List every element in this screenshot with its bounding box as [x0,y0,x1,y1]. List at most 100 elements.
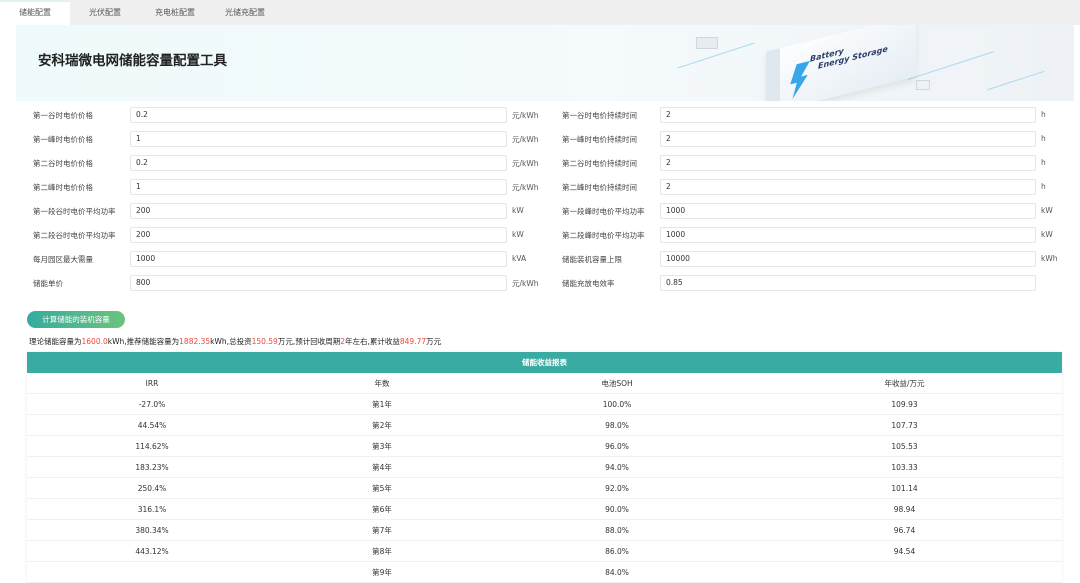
table-cell: 94.0% [605,463,629,472]
field-label: 第一峰时电价持续时间 [562,135,637,144]
field-label: 第一谷时电价价格 [33,111,93,120]
table-cell: 103.33 [891,463,918,472]
field-unit: 元/kWh [512,111,539,120]
tab-bar: 储能配置 光伏配置 充电桩配置 光储充配置 [0,0,1080,25]
table-cell: 92.0% [605,484,629,493]
field-input[interactable]: 2 [660,155,1036,171]
field-input[interactable]: 0.85 [660,275,1036,291]
table-cell: 101.14 [891,484,918,493]
table-cell: 第1年 [372,400,392,409]
table-cell [747,562,1062,582]
form-row: 第二谷时电价价格 0.2 元/kWh [33,155,573,171]
field-input[interactable]: 2 [660,107,1036,123]
table-row: 380.34% 第7年 88.0% 96.74 [27,520,1062,541]
form-row: 第一峰时电价价格 1 元/kWh [33,131,573,147]
field-unit: kWh [1041,254,1058,263]
field-unit: kW [1041,230,1053,239]
tab-pv-storage-charger-config[interactable]: 光储充配置 [225,8,265,17]
field-label: 第二谷时电价价格 [33,159,93,168]
field-label: 第二谷时电价持续时间 [562,159,637,168]
table-cell [27,562,277,582]
field-input[interactable]: 1 [130,131,507,147]
table-cell: 114.62% [135,442,169,451]
form-row: 第一谷时电价价格 0.2 元/kWh [33,107,573,123]
table-cell: 84.0% [605,568,629,577]
field-label: 储能充放电效率 [562,279,615,288]
table-cell: 107.73 [891,421,918,430]
table-header-row: IRR 年数 电池SOH 年收益/万元 [27,373,1062,394]
table-cell: 第3年 [372,442,392,451]
field-label: 第二段谷时电价平均功率 [33,231,116,240]
field-input[interactable]: 2 [660,131,1036,147]
field-unit: 元/kWh [512,159,539,168]
table-cell: 86.0% [605,547,629,556]
field-input[interactable]: 200 [130,203,507,219]
field-input[interactable]: 200 [130,227,507,243]
table-cell: 98.94 [893,505,916,514]
field-unit: h [1041,110,1046,119]
total-investment: 150.59 [251,337,278,346]
table-cell: 第7年 [372,526,392,535]
table-cell: 96.0% [605,442,629,451]
form-row: 储能装机容量上限 10000 kWh [562,251,1080,267]
table-cell: 第6年 [372,505,392,514]
table-cell: 第5年 [372,484,392,493]
tab-charger-config[interactable]: 充电桩配置 [155,8,195,17]
form-row: 每月园区最大需量 1000 kVA [33,251,573,267]
form-row: 第一段峰时电价平均功率 1000 kW [562,203,1080,219]
form-row: 第二段峰时电价平均功率 1000 kW [562,227,1080,243]
tab-pv-config[interactable]: 光伏配置 [89,8,121,17]
page-title: 安科瑞微电网储能容量配置工具 [38,53,227,69]
table-cell: 96.74 [893,526,916,535]
tab-storage-config[interactable]: 储能配置 [0,0,70,25]
table-title: 储能收益报表 [27,352,1062,373]
field-label: 第二段峰时电价平均功率 [562,231,645,240]
total-income: 849.77 [399,337,427,346]
table-cell: 第8年 [372,547,392,556]
table-cell: 250.4% [137,484,167,493]
field-unit: 元/kWh [512,183,539,192]
field-label: 储能装机容量上限 [562,255,622,264]
field-input[interactable]: 2 [660,179,1036,195]
banner: 安科瑞微电网储能容量配置工具 Battery Energy Storage [16,25,1074,101]
table-cell: 94.54 [893,547,916,556]
table-row: 183.23% 第4年 94.0% 103.33 [27,457,1062,478]
result-summary: 理论储能容量为1600.0kWh,推荐储能容量为1882.35kWh,总投资15… [29,337,442,346]
field-label: 第一段峰时电价平均功率 [562,207,645,216]
calculate-capacity-button[interactable]: 计算储能的装机容量 [27,311,125,328]
field-input[interactable]: 1 [130,179,507,195]
field-input[interactable]: 1000 [660,227,1036,243]
income-report-table: 储能收益报表 IRR 年数 电池SOH 年收益/万元 -27.0% 第1年 100.… [27,352,1062,583]
form-row: 第一段谷时电价平均功率 200 kW [33,203,573,219]
field-unit: 元/kWh [512,135,539,144]
form-row: 第一谷时电价持续时间 2 h [562,107,1080,123]
field-input[interactable]: 0.2 [130,155,507,171]
field-label: 第一峰时电价价格 [33,135,93,144]
table-cell: 第9年 [372,568,392,577]
form-row: 第一峰时电价持续时间 2 h [562,131,1080,147]
table-cell: 443.12% [135,547,169,556]
table-cell: 44.54% [137,421,167,430]
field-input[interactable]: 800 [130,275,507,291]
form-row: 第二峰时电价持续时间 2 h [562,179,1080,195]
field-input[interactable]: 1000 [130,251,507,267]
field-input[interactable]: 10000 [660,251,1036,267]
field-unit: h [1041,182,1046,191]
field-input[interactable]: 0.2 [130,107,507,123]
field-label: 第一谷时电价持续时间 [562,111,637,120]
table-cell: 105.53 [891,442,918,451]
field-unit: kW [1041,206,1053,215]
theory-capacity: 1600.0 [81,337,108,346]
column-header: 电池SOH [601,379,633,388]
lightning-icon [788,61,810,100]
field-label: 每月园区最大需量 [33,255,93,264]
field-unit: kW [512,230,524,239]
table-cell: 109.93 [891,400,918,409]
form-row: 第二峰时电价价格 1 元/kWh [33,179,573,195]
form-row: 储能单价 800 元/kWh [33,275,573,291]
battery-storage-illustration: Battery Energy Storage [656,25,1074,101]
field-input[interactable]: 1000 [660,203,1036,219]
table-row: 44.54% 第2年 98.0% 107.73 [27,415,1062,436]
column-header: 年数 [374,379,390,388]
table-cell: 90.0% [605,505,629,514]
